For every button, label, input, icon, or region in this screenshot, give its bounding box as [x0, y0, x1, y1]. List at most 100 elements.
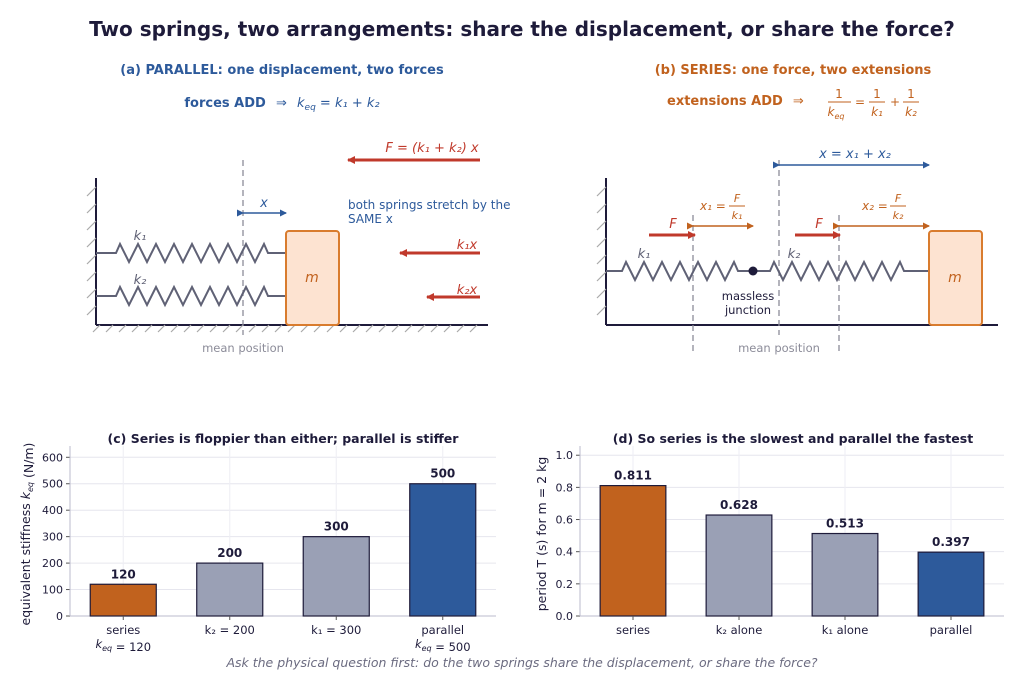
panel-b-rule-label: extensions ADD ⇒ [667, 94, 804, 109]
spring-k2-b [753, 259, 929, 283]
y-tick-label: 500 [42, 478, 63, 491]
x-tick-label: k₂ alone [716, 623, 763, 637]
spring-k1-a [96, 241, 286, 265]
svg-text:F: F [895, 192, 902, 205]
y-tick-label: 0 [56, 610, 63, 623]
y-tick-label: 0.2 [556, 578, 574, 591]
svg-text:keq: keq [828, 105, 845, 121]
bar-value-label: 0.513 [826, 517, 864, 531]
y-tick-label: 0.8 [556, 481, 574, 494]
svg-text:x₁ =: x₁ = [699, 199, 726, 213]
k2x-force-label: k₂x [457, 283, 478, 298]
x-tick-label: k₁ = 300 [311, 623, 361, 637]
mass-block-b [928, 230, 983, 326]
y-tick-label: 300 [42, 531, 63, 544]
bar [811, 532, 879, 617]
x-tick-label: parallel [930, 623, 973, 637]
bar [302, 536, 370, 617]
bar-value-label: 200 [217, 546, 242, 560]
spring-k2-label-b: k₂ [788, 247, 801, 262]
bar-value-label: 0.628 [720, 498, 758, 512]
x-tick-label: keq = 500 [415, 637, 471, 654]
svg-text:1: 1 [907, 87, 915, 101]
k1x-force-label: k₁x [457, 238, 478, 253]
svg-text:1: 1 [835, 87, 843, 101]
panel-b-heading: (b) SERIES: one force, two extensions [655, 63, 932, 78]
y-tick-label: 200 [42, 557, 63, 570]
bar-value-label: 120 [111, 567, 136, 581]
total-extension-label: x = x₁ + x₂ [818, 147, 891, 162]
footer-caption: Ask the physical question first: do the … [225, 655, 817, 670]
spring-k2-a [96, 284, 286, 308]
bar [89, 583, 157, 617]
chart-c-stiffness: (c) Series is floppier than either; para… [18, 431, 496, 654]
svg-text:k₂: k₂ [905, 105, 917, 119]
y-tick-label: 0.4 [556, 546, 574, 559]
spring-k2-label-a: k₂ [134, 273, 147, 288]
x-tick-label: series [106, 623, 140, 637]
floor-a-hatch [92, 324, 478, 333]
svg-text:k₁: k₁ [732, 209, 743, 222]
bar-value-label: 300 [324, 520, 349, 534]
y-tick-label: 400 [42, 504, 63, 517]
displacement-label-a: x [259, 196, 268, 211]
panel-a-heading: (a) PARALLEL: one displacement, two forc… [120, 63, 444, 78]
panel-a-parallel: (a) PARALLEL: one displacement, two forc… [86, 63, 510, 355]
svg-text:k₂: k₂ [893, 209, 904, 222]
bar [917, 551, 985, 617]
bar-value-label: 0.811 [614, 469, 652, 483]
spring-k1-label-b: k₁ [638, 247, 651, 262]
spring-k1-label-a: k₁ [134, 229, 147, 244]
chart-d-period: (d) So series is the slowest and paralle… [534, 431, 1004, 637]
x2-formula: x₂ = F k₂ [861, 192, 906, 222]
total-force-label-a: F = (k₁ + k₂) x [385, 141, 479, 156]
panel-b-rule-formula: 1 keq = 1 k₁ + 1 k₂ [828, 87, 919, 121]
bar-value-label: 0.397 [932, 535, 970, 549]
y-tick-label: 0.0 [556, 610, 574, 623]
y-tick-label: 0.6 [556, 514, 574, 527]
wall-a-hatch [86, 186, 97, 316]
bar-value-label: 500 [430, 467, 455, 481]
mass-block-a [285, 230, 340, 326]
x-tick-label: k₁ alone [822, 623, 869, 637]
svg-text:=: = [855, 95, 865, 109]
y-tick-label: 1.0 [556, 449, 574, 462]
mean-position-label-b: mean position [738, 341, 820, 355]
x-tick-label: keq = 120 [95, 637, 151, 654]
svg-text:F: F [734, 192, 741, 205]
x-tick-label: k₂ = 200 [205, 623, 255, 637]
x-tick-label: series [616, 623, 650, 637]
bar [409, 483, 477, 617]
wall-b-hatch [596, 186, 607, 316]
svg-text:+: + [890, 95, 900, 109]
y-axis-label: period T (s) for m = 2 kg [534, 457, 549, 612]
spring-k1-b [606, 259, 753, 283]
mass-label-a: m [305, 270, 319, 286]
massless-junction-dot [748, 266, 758, 276]
force-label-1-b: F [669, 217, 677, 232]
figure-title: Two springs, two arrangements: share the… [89, 17, 955, 41]
panel-a-rule: forces ADD ⇒ keq = k₁ + k₂ [184, 96, 379, 113]
mass-label-b: m [948, 270, 962, 286]
bar [705, 514, 773, 617]
panel-b-series: (b) SERIES: one force, two extensions ex… [596, 63, 998, 355]
x1-formula: x₁ = F k₁ [699, 192, 745, 222]
same-x-note-line2: SAME x [348, 212, 393, 226]
force-label-2-b: F [815, 217, 823, 232]
y-axis-label: equivalent stiffness keq (N/m) [18, 443, 36, 626]
y-tick-label: 100 [42, 584, 63, 597]
chart-title: (c) Series is floppier than either; para… [108, 431, 460, 446]
svg-text:k₁: k₁ [871, 105, 883, 119]
junction-label-line1: massless [722, 289, 775, 303]
chart-title: (d) So series is the slowest and paralle… [613, 431, 973, 446]
same-x-note-line1: both springs stretch by the [348, 198, 510, 212]
mean-position-label-a: mean position [202, 341, 284, 355]
x-tick-label: parallel [421, 623, 464, 637]
bar [599, 485, 667, 617]
svg-text:1: 1 [873, 87, 881, 101]
y-tick-label: 600 [42, 451, 63, 464]
junction-label-line2: junction [724, 303, 771, 317]
svg-text:x₂ =: x₂ = [861, 199, 888, 213]
bar [196, 562, 264, 617]
